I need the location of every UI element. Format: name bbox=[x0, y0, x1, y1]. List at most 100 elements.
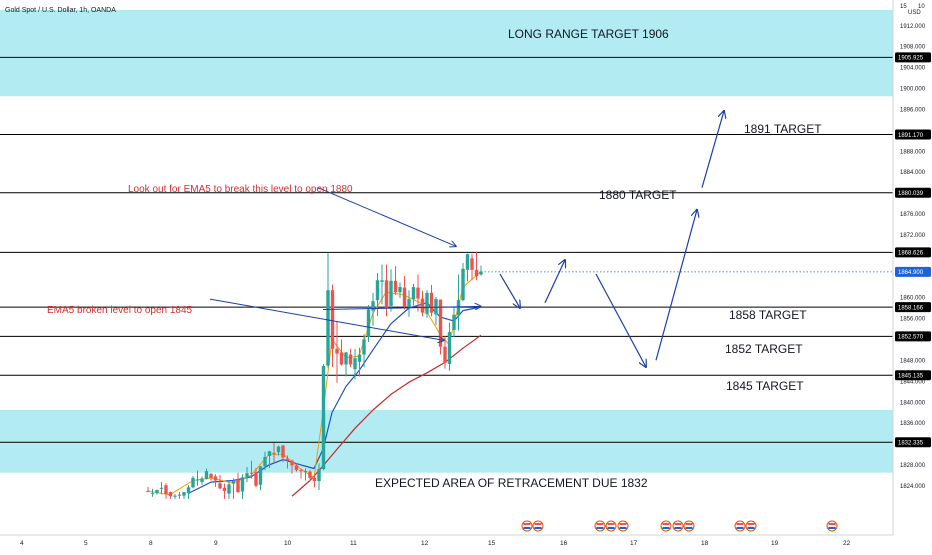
target-label-1: 1891 TARGET bbox=[744, 122, 822, 136]
candle bbox=[254, 467, 258, 488]
y-tick-label: 1908.000 bbox=[900, 45, 926, 51]
annotation-0: Look out for EMA5 to break this level to… bbox=[128, 184, 353, 195]
ema-blue-line bbox=[187, 302, 482, 495]
zone-1 bbox=[0, 409, 893, 473]
y-tick-label: 1836.000 bbox=[900, 421, 926, 427]
y-tick-label: 1856.000 bbox=[900, 317, 926, 323]
event-flag-icon[interactable] bbox=[532, 520, 544, 532]
candle bbox=[393, 266, 398, 295]
candle bbox=[146, 486, 150, 493]
y-tick-label: 1824.000 bbox=[900, 484, 926, 490]
candle bbox=[186, 485, 191, 499]
candle bbox=[371, 292, 375, 326]
candle bbox=[339, 339, 344, 366]
y-tick-label: 1848.000 bbox=[900, 358, 926, 364]
x-tick-label: 4 bbox=[20, 540, 24, 547]
candle bbox=[276, 445, 281, 456]
candle bbox=[353, 348, 357, 380]
candle bbox=[173, 494, 177, 499]
event-flag-icon[interactable] bbox=[660, 520, 672, 532]
candle bbox=[312, 474, 317, 488]
candle bbox=[330, 284, 335, 368]
pointer-arrow-2 bbox=[322, 306, 481, 311]
event-flag-icon[interactable] bbox=[826, 520, 838, 532]
svg-text:1891.170: 1891.170 bbox=[898, 133, 924, 139]
candle bbox=[452, 306, 456, 338]
candle bbox=[200, 476, 204, 485]
candle bbox=[438, 299, 443, 355]
candle bbox=[335, 321, 339, 383]
event-flag-icon[interactable] bbox=[605, 520, 617, 532]
candle bbox=[402, 276, 407, 310]
x-tick-label: 12 bbox=[421, 540, 429, 547]
candle bbox=[366, 304, 371, 342]
price-tag: 1868.626 bbox=[895, 247, 931, 258]
ema-fast-line bbox=[147, 271, 482, 496]
candle bbox=[159, 482, 164, 495]
price-tag: 1852.570 bbox=[895, 331, 931, 342]
candle bbox=[348, 348, 353, 368]
candle bbox=[164, 483, 168, 499]
event-flag-icon[interactable] bbox=[745, 520, 757, 532]
event-flag-icon[interactable] bbox=[594, 520, 606, 532]
target-label-4: 1852 TARGET bbox=[725, 342, 803, 356]
candle bbox=[168, 491, 173, 499]
candle bbox=[303, 468, 308, 481]
price-tag: 1880.039 bbox=[895, 187, 931, 198]
path-arrow-3 bbox=[655, 210, 697, 361]
candle bbox=[326, 252, 330, 368]
target-label-2: 1880 TARGET bbox=[599, 188, 677, 202]
y-tick-label: 1844.000 bbox=[900, 379, 926, 385]
event-flag-icon[interactable] bbox=[734, 520, 746, 532]
axis-top-label-right: 10 bbox=[918, 4, 925, 10]
x-tick-label: 5 bbox=[84, 540, 88, 547]
svg-text:1905.925: 1905.925 bbox=[898, 56, 924, 62]
candle bbox=[150, 488, 155, 497]
svg-text:1832.335: 1832.335 bbox=[898, 440, 924, 446]
event-flag-icon[interactable] bbox=[521, 520, 533, 532]
price-tag: 1905.925 bbox=[895, 52, 931, 63]
y-tick-label: 1876.000 bbox=[900, 212, 926, 218]
candle bbox=[407, 290, 411, 317]
svg-text:1852.570: 1852.570 bbox=[898, 335, 924, 341]
candle bbox=[281, 444, 285, 463]
candle bbox=[416, 274, 420, 312]
candle bbox=[231, 478, 236, 499]
candle bbox=[375, 272, 380, 316]
y-tick-label: 1904.000 bbox=[900, 66, 926, 72]
price-tag: 1891.170 bbox=[895, 129, 931, 140]
candle bbox=[155, 489, 159, 495]
price-tag: 1832.335 bbox=[895, 437, 931, 448]
path-arrow-4 bbox=[701, 111, 724, 188]
pointer-arrow-0 bbox=[317, 187, 456, 247]
candle bbox=[398, 282, 402, 299]
candle bbox=[456, 274, 461, 331]
y-tick-label: 1840.000 bbox=[900, 400, 926, 406]
candle bbox=[245, 466, 249, 483]
currency-label: USD bbox=[908, 10, 921, 16]
event-flag-icon[interactable] bbox=[672, 520, 684, 532]
x-tick-label: 16 bbox=[560, 540, 568, 547]
candle bbox=[434, 297, 438, 326]
candle bbox=[195, 470, 200, 486]
candle bbox=[182, 492, 186, 499]
y-tick-label: 1884.000 bbox=[900, 170, 926, 176]
event-flag-icon[interactable] bbox=[683, 520, 695, 532]
event-flag-icon[interactable] bbox=[617, 520, 629, 532]
candle bbox=[362, 334, 366, 368]
target-label-0: LONG RANGE TARGET 1906 bbox=[508, 27, 669, 41]
svg-text:1868.626: 1868.626 bbox=[898, 251, 924, 257]
pointer-arrow-1 bbox=[209, 298, 444, 340]
svg-text:1880.039: 1880.039 bbox=[898, 191, 924, 197]
candle bbox=[209, 473, 213, 481]
candle bbox=[177, 492, 182, 499]
candle bbox=[299, 468, 303, 479]
chart-title: Gold Spot / U.S. Dollar, 1h, OANDA bbox=[5, 7, 116, 14]
candle bbox=[321, 363, 326, 471]
target-label-3: 1858 TARGET bbox=[729, 308, 807, 322]
candle bbox=[308, 470, 312, 482]
price-tag: 1858.166 bbox=[895, 302, 931, 313]
candle bbox=[429, 284, 434, 317]
candle bbox=[461, 263, 465, 302]
